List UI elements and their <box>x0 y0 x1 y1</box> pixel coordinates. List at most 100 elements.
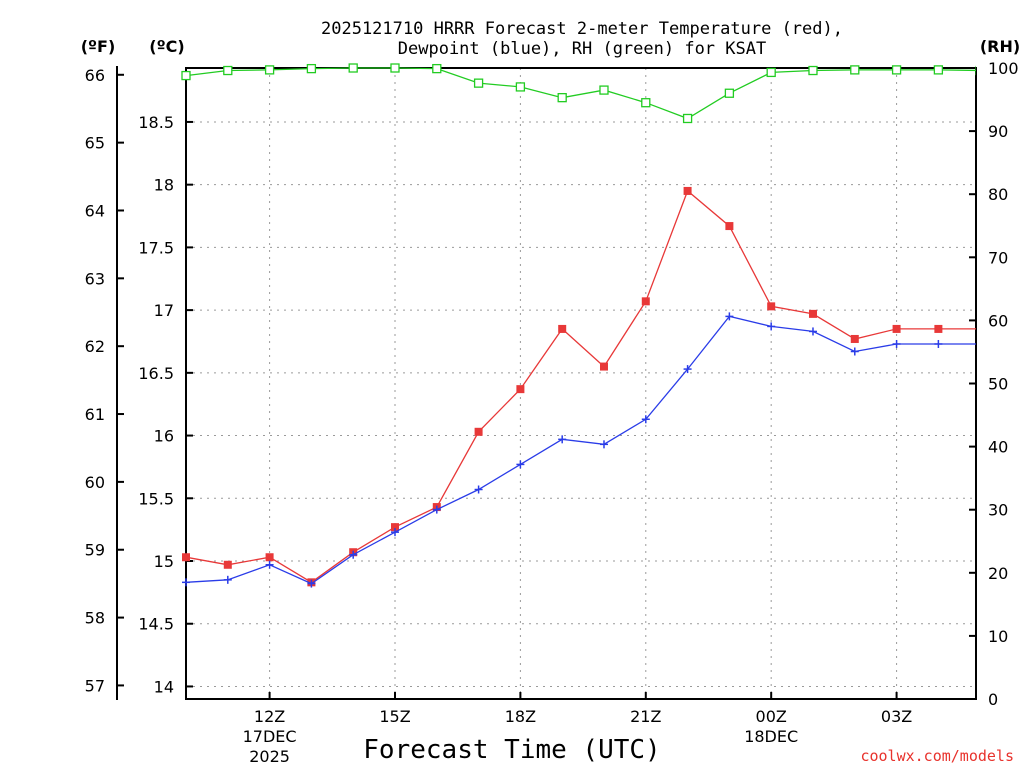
x-tick-label: 03Z <box>881 707 912 726</box>
rh-point <box>808 65 818 76</box>
dewpoint-point <box>850 347 859 356</box>
x-tick-label: 00Z <box>756 707 787 726</box>
rh-point <box>724 88 735 98</box>
fahrenheit-tick-label: 62 <box>85 337 105 356</box>
x-axis-label: Forecast Time (UTC) <box>363 735 660 765</box>
fahrenheit-tick-label: 58 <box>85 609 105 628</box>
series-temperature <box>182 186 984 587</box>
rh-point <box>682 113 693 124</box>
rh-point <box>557 93 567 103</box>
dewpoint-point <box>516 460 525 469</box>
fahrenheit-tick-label: 63 <box>85 269 105 288</box>
celsius-tick-label: 17.5 <box>138 238 174 257</box>
dewpoint-point <box>934 339 943 348</box>
celsius-tick-label: 18.5 <box>138 113 174 132</box>
temperature-point <box>725 222 734 231</box>
x-tick-sublabel: 2025 <box>249 747 290 766</box>
fahrenheit-tick-label: 59 <box>85 541 105 560</box>
dewpoint-point <box>641 415 650 424</box>
rh-tick-label: 10 <box>988 627 1008 646</box>
dewpoint-point <box>474 485 483 494</box>
x-tick-label: 18Z <box>505 707 536 726</box>
temperature-point <box>474 427 483 436</box>
temperature-point <box>558 324 567 333</box>
temperature-point <box>390 523 399 532</box>
temperature-point <box>892 324 901 333</box>
rh-tick-label: 0 <box>988 690 998 709</box>
temperature-point <box>182 553 190 562</box>
rh-point <box>975 65 976 76</box>
celsius-unit-label: (ºC) <box>149 37 184 56</box>
celsius-tick-label: 17 <box>154 301 174 320</box>
celsius-tick-label: 15.5 <box>138 489 174 508</box>
temperature-point <box>976 325 984 333</box>
temperature-point <box>265 553 274 562</box>
dewpoint-point <box>808 327 817 336</box>
rh-line <box>185 67 976 120</box>
rh-point <box>891 65 902 75</box>
rh-point <box>181 70 191 81</box>
credit-text: coolwx.com/models <box>860 747 1014 765</box>
dewpoint-point <box>223 575 232 584</box>
rh-tick-label: 60 <box>988 311 1008 330</box>
temperature-point <box>223 560 232 569</box>
dewpoint-point <box>307 579 316 588</box>
rh-tick-label: 90 <box>988 122 1008 141</box>
dewpoint-point <box>599 440 608 449</box>
rh-point <box>641 98 651 108</box>
temperature-point <box>683 186 692 195</box>
fahrenheit-tick-label: 61 <box>85 405 105 424</box>
fahrenheit-tick-label: 66 <box>85 66 105 85</box>
temperature-point <box>850 334 859 343</box>
rh-point <box>473 78 484 88</box>
plot-frame <box>185 67 977 700</box>
fahrenheit-tick-label: 60 <box>85 473 105 492</box>
rh-point <box>348 63 358 73</box>
series-rh <box>181 63 976 124</box>
temperature-point <box>599 362 608 371</box>
rh-point <box>766 67 776 78</box>
axes: 57 58 59 60 61 62 63 64 65 66 (ºF) 14 14.5 15 15.5 16 16… <box>81 37 1020 766</box>
chart-title: 2025121710 HRRR Forecast 2-meter Tempera… <box>321 19 843 39</box>
rh-unit-label: (RH) <box>980 37 1020 56</box>
dewpoint-point <box>349 550 358 559</box>
fahrenheit-tick-label: 57 <box>85 676 105 695</box>
rh-point <box>850 65 860 75</box>
chart-subtitle: Dewpoint (blue), RH (green) for KSAT <box>398 39 766 59</box>
series-dewpoint <box>182 312 976 588</box>
dewpoint-point <box>432 505 441 514</box>
rh-tick-label: 80 <box>988 185 1008 204</box>
rh-tick-label: 100 <box>988 59 1019 78</box>
chart-labels: 2025121710 HRRR Forecast 2-meter Tempera… <box>321 19 1014 765</box>
dewpoint-point <box>558 435 567 444</box>
dewpoint-point <box>265 560 274 569</box>
fahrenheit-unit-label: (ºF) <box>81 37 116 56</box>
x-tick-label: 15Z <box>379 707 410 726</box>
rh-point <box>223 65 233 76</box>
fahrenheit-tick-label: 64 <box>85 201 105 220</box>
rh-tick-label: 70 <box>988 248 1008 267</box>
celsius-tick-label: 14 <box>154 677 174 696</box>
celsius-tick-label: 15 <box>154 552 174 571</box>
rh-tick-label: 20 <box>988 564 1008 583</box>
rh-point <box>599 85 609 95</box>
temperature-point <box>516 385 525 394</box>
rh-point <box>306 63 317 74</box>
rh-point <box>933 65 944 75</box>
data-series <box>181 63 984 588</box>
dewpoint-point <box>182 578 190 587</box>
x-tick-sublabel: 17DEC <box>243 727 297 746</box>
rh-tick-label: 50 <box>988 375 1008 394</box>
dewpoint-line <box>185 315 976 585</box>
rh-point <box>515 82 526 92</box>
temperature-point <box>808 309 817 318</box>
dewpoint-point <box>683 365 692 374</box>
x-tick-sublabel: 18DEC <box>744 727 798 746</box>
temperature-point <box>767 302 776 311</box>
x-tick-label: 21Z <box>630 707 661 726</box>
temperature-point <box>641 297 650 306</box>
dewpoint-point <box>390 528 399 537</box>
celsius-tick-label: 16.5 <box>138 364 174 383</box>
rh-point <box>432 63 442 74</box>
